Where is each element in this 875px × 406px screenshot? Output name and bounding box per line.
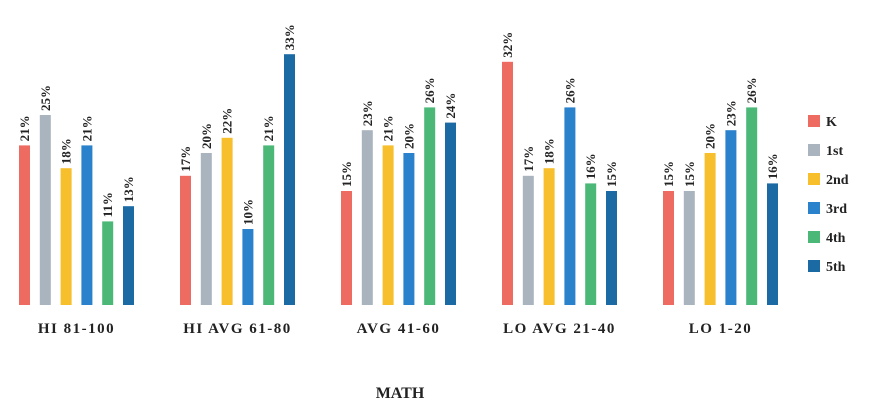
- value-label-4th-group-5: 26%: [744, 77, 759, 103]
- legend-label-4th: 4th: [826, 231, 846, 246]
- value-label-4th-group-2: 21%: [261, 115, 276, 141]
- value-label-k-group-3: 15%: [339, 161, 354, 187]
- legend-label-k: K: [826, 115, 837, 130]
- value-label-1st-group-1: 25%: [38, 85, 53, 111]
- legend-swatch-4th: [808, 231, 820, 243]
- legend: K 1st 2nd 3rd 4th 5th: [808, 115, 849, 275]
- value-label-5th-group-2: 33%: [282, 24, 297, 50]
- legend-label-1st: 1st: [826, 144, 843, 159]
- category-label: HI 81-100: [38, 321, 115, 337]
- bar-4th-group-1: [102, 221, 114, 305]
- value-label-5th-group-1: 13%: [121, 176, 136, 202]
- bar-3rd-group-1: [81, 145, 93, 305]
- value-label-k-group-2: 17%: [178, 146, 193, 172]
- value-label-k-group-1: 21%: [17, 115, 32, 141]
- value-label-3rd-group-5: 23%: [723, 100, 738, 126]
- value-label-4th-group-1: 11%: [100, 192, 115, 217]
- bar-5th-group-4: [606, 191, 617, 305]
- legend-swatch-3rd: [808, 202, 820, 214]
- bar-2nd-group-5: [704, 153, 716, 305]
- bar-3rd-group-2: [242, 229, 254, 305]
- bar-3rd-group-4: [564, 107, 576, 306]
- legend-label-5th: 5th: [826, 260, 846, 275]
- bar-2nd-group-3: [382, 145, 394, 305]
- bar-k-group-5: [663, 191, 674, 305]
- value-label-1st-group-5: 15%: [682, 161, 697, 187]
- bar-3rd-group-3: [403, 153, 415, 305]
- bar-4th-group-3: [424, 107, 436, 306]
- bar-5th-group-2: [284, 54, 295, 306]
- bar-4th-group-4: [585, 183, 597, 305]
- value-label-2nd-group-3: 21%: [381, 115, 396, 141]
- legend-swatch-5th: [808, 260, 820, 272]
- value-label-2nd-group-4: 18%: [542, 138, 557, 164]
- value-label-1st-group-4: 17%: [521, 146, 536, 172]
- bar-k-group-3: [341, 191, 352, 305]
- legend-swatch-1st: [808, 144, 820, 156]
- bar-k-group-4: [502, 61, 513, 305]
- legend-swatch-2nd: [808, 173, 820, 185]
- value-label-k-group-4: 32%: [500, 32, 515, 58]
- bar-4th-group-2: [263, 145, 275, 305]
- value-labels-layer: 21% 25% 18% 21% 11% 13% 17% 20% 22% 10% 21% 33% 15% 2…: [17, 24, 780, 225]
- value-label-4th-group-3: 26%: [422, 77, 437, 103]
- bar-1st-group-2: [200, 153, 212, 305]
- bar-1st-group-5: [683, 191, 695, 305]
- bar-5th-group-1: [123, 206, 134, 305]
- legend-swatch-k: [808, 115, 820, 127]
- value-label-5th-group-4: 15%: [604, 161, 619, 187]
- value-label-5th-group-3: 24%: [443, 93, 458, 119]
- bar-2nd-group-1: [60, 168, 72, 305]
- bar-1st-group-3: [361, 130, 373, 305]
- bar-3rd-group-5: [725, 130, 737, 305]
- value-label-3rd-group-2: 10%: [240, 199, 255, 225]
- value-label-k-group-5: 15%: [661, 161, 676, 187]
- legend-label-3rd: 3rd: [826, 202, 847, 217]
- value-label-1st-group-3: 23%: [360, 100, 375, 126]
- category-label: HI AVG 61-80: [183, 321, 292, 337]
- chart-title: MATH: [376, 385, 425, 402]
- bar-4th-group-5: [746, 107, 758, 306]
- category-labels-layer: HI 81-100 HI AVG 61-80 AVG 41-60 LO AVG 21-…: [38, 321, 752, 337]
- bar-1st-group-4: [522, 175, 534, 305]
- value-label-2nd-group-1: 18%: [59, 138, 74, 164]
- legend-label-2nd: 2nd: [826, 173, 849, 188]
- category-label: AVG 41-60: [357, 321, 441, 337]
- value-label-3rd-group-3: 20%: [401, 123, 416, 149]
- value-label-4th-group-4: 16%: [583, 153, 598, 179]
- value-label-5th-group-5: 16%: [765, 153, 780, 179]
- value-label-1st-group-2: 20%: [199, 123, 214, 149]
- bars-layer: [19, 54, 778, 306]
- value-label-3rd-group-4: 26%: [562, 77, 577, 103]
- bar-k-group-2: [180, 175, 191, 305]
- bar-5th-group-3: [445, 122, 456, 305]
- category-label: LO 1-20: [689, 321, 752, 337]
- category-label: LO AVG 21-40: [503, 321, 616, 337]
- value-label-2nd-group-5: 20%: [703, 123, 718, 149]
- bar-2nd-group-4: [543, 168, 555, 305]
- value-label-2nd-group-2: 22%: [220, 108, 235, 134]
- bar-k-group-1: [19, 145, 30, 305]
- value-label-3rd-group-1: 21%: [79, 115, 94, 141]
- bar-5th-group-5: [767, 183, 778, 305]
- bar-1st-group-1: [39, 115, 51, 305]
- bar-2nd-group-2: [221, 137, 233, 305]
